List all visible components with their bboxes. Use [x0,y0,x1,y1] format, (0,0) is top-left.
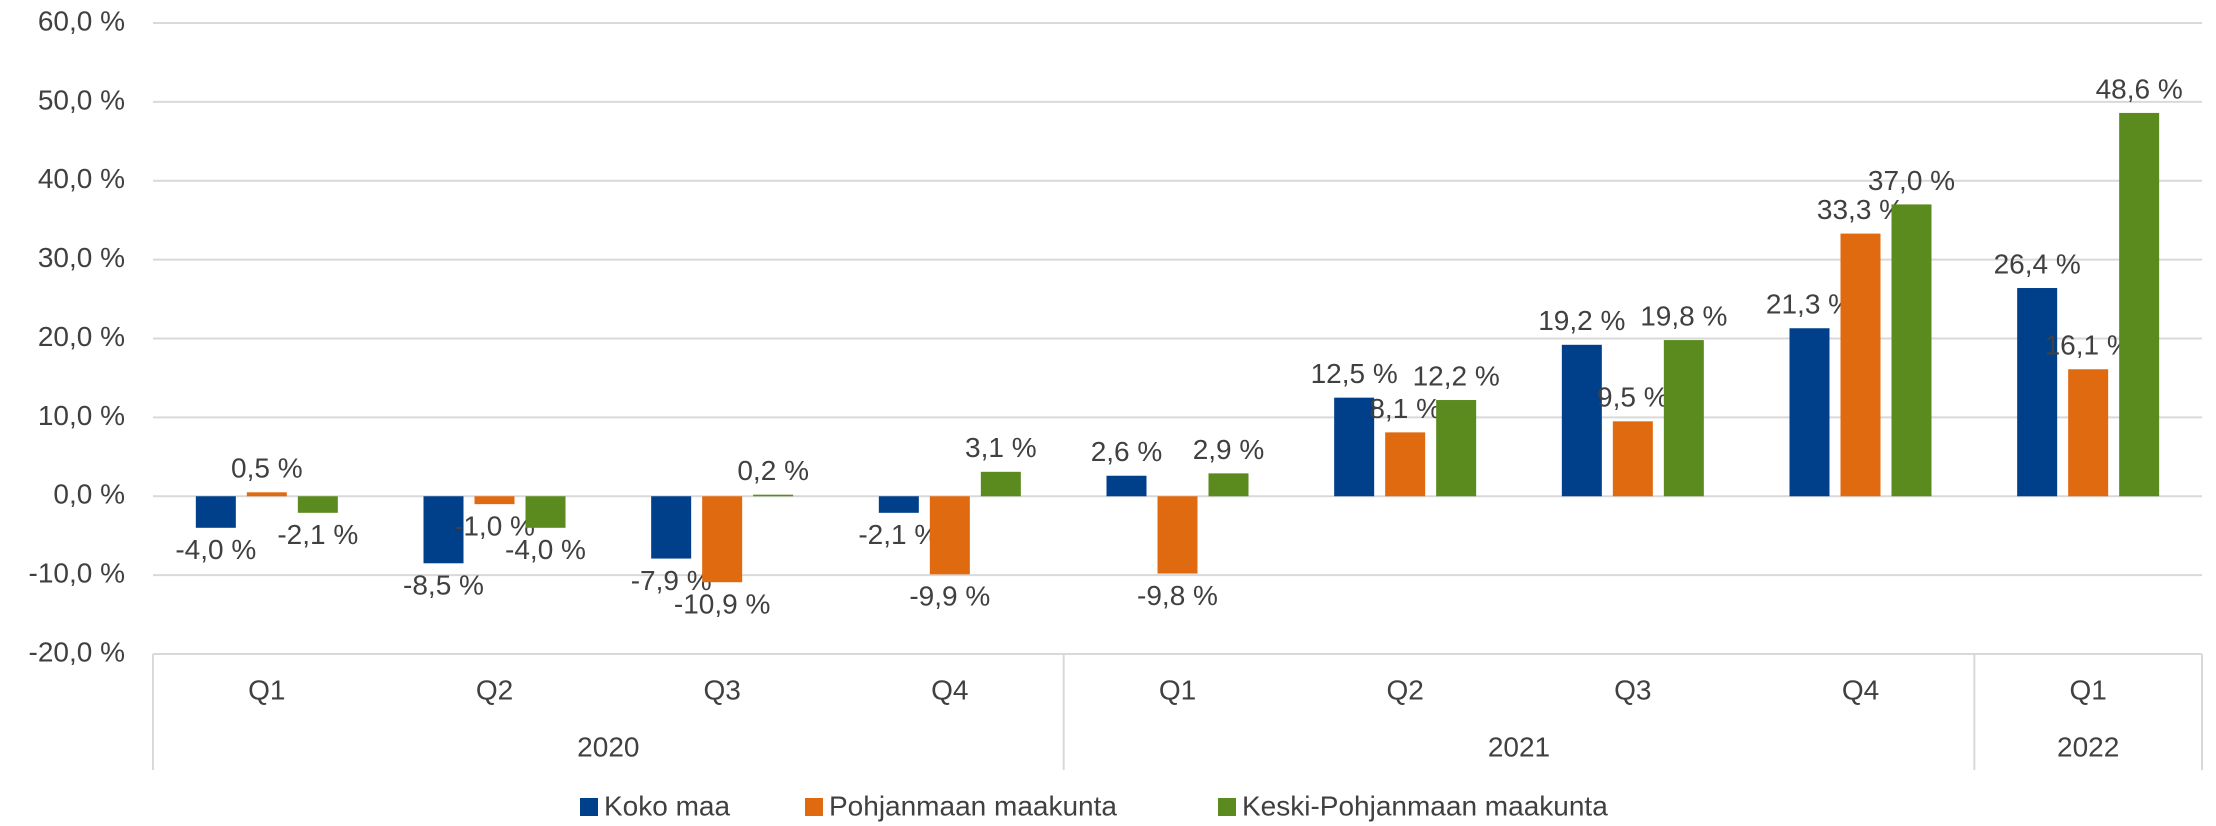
group-label: 2021 [1488,731,1550,762]
x-tick-label: Q2 [476,674,513,705]
data-label: 2,9 % [1193,434,1265,465]
x-tick-label: Q1 [1159,674,1196,705]
bar [474,496,515,505]
bar [1612,421,1653,497]
data-label: 8,1 % [1369,393,1441,424]
x-tick-label: Q1 [248,674,285,705]
data-label: -1,0 % [454,511,535,542]
bar [702,496,743,583]
bar [1436,400,1477,497]
bar [753,494,794,497]
bar [1789,328,1830,497]
bar [1334,397,1375,497]
data-label: 12,2 % [1413,360,1500,391]
data-label: 16,1 % [2045,330,2132,361]
data-label: 9,5 % [1597,382,1669,413]
data-label: -4,0 % [505,534,586,565]
bar [929,496,970,575]
y-tick-label: 20,0 % [38,321,125,352]
data-label: 19,2 % [1538,305,1625,336]
data-label: 48,6 % [2096,73,2183,104]
bar [1157,496,1198,574]
data-label: 2,6 % [1091,436,1163,467]
x-tick-label: Q2 [1386,674,1423,705]
bar [651,496,692,559]
data-label: 37,0 % [1868,165,1955,196]
data-label: -8,5 % [403,570,484,601]
bar [1561,344,1602,497]
y-tick-label: 40,0 % [38,163,125,194]
bar [246,492,287,497]
data-label: 26,4 % [1994,248,2081,279]
data-label: 19,8 % [1640,300,1727,331]
legend-label: Koko maa [604,790,730,821]
legend-swatch [1218,798,1236,816]
y-tick-label: 50,0 % [38,84,125,115]
data-label: 3,1 % [965,432,1037,463]
bar [2017,288,2058,497]
x-tick-label: Q4 [931,674,968,705]
data-label: -2,1 % [858,519,939,550]
y-tick-label: -20,0 % [29,636,126,667]
y-tick-label: 30,0 % [38,242,125,273]
bar [423,496,464,564]
data-label: 0,5 % [231,453,303,484]
legend-swatch [580,798,598,816]
data-label: 21,3 % [1766,289,1853,320]
bar [878,496,919,513]
data-label: -4,0 % [175,534,256,565]
data-label: -7,9 % [631,565,712,596]
data-label: 0,2 % [737,455,809,486]
group-label: 2022 [2057,731,2119,762]
data-label: -10,9 % [674,589,771,620]
bar [1840,233,1881,497]
x-tick-label: Q4 [1842,674,1879,705]
bar [980,471,1021,497]
bar [525,496,566,528]
legend-label: Pohjanmaan maakunta [829,790,1117,821]
data-label: -9,8 % [1137,580,1218,611]
bar [1385,432,1426,497]
data-label: 12,5 % [1311,358,1398,389]
data-label: -2,1 % [277,519,358,550]
y-tick-label: 60,0 % [38,5,125,36]
x-tick-label: Q3 [1614,674,1651,705]
bar [297,496,338,513]
bar [1663,340,1704,497]
y-tick-label: 10,0 % [38,400,125,431]
y-tick-label: -10,0 % [29,558,126,589]
bar [1891,204,1932,497]
legend-swatch [805,798,823,816]
bar [195,496,236,528]
data-label: 33,3 % [1817,194,1904,225]
y-tick-label: 0,0 % [53,479,125,510]
x-tick-label: Q3 [703,674,740,705]
group-label: 2020 [577,731,639,762]
bar [1208,473,1249,497]
data-label: -9,9 % [909,581,990,612]
bar [2068,369,2109,497]
legend-label: Keski-Pohjanmaan maakunta [1242,790,1608,821]
bar [2119,112,2160,497]
bar [1106,475,1147,497]
x-tick-label: Q1 [2069,674,2106,705]
